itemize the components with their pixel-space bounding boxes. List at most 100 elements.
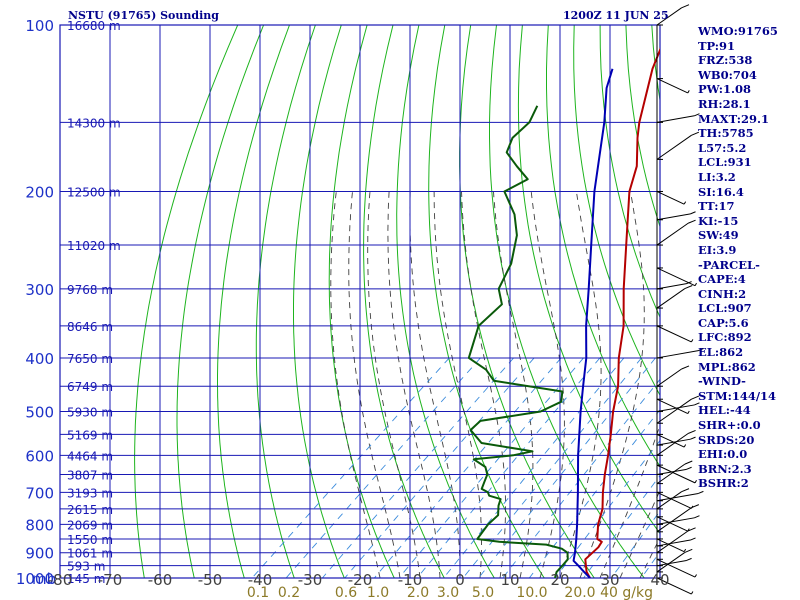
stat-item: PW:1.08 [698, 82, 752, 97]
wind-barb-flag [694, 574, 697, 578]
wind-barb [656, 463, 686, 485]
stat-item: SHR+:0.0 [698, 418, 761, 433]
stat-item: -WIND- [698, 374, 746, 389]
wind-barb-flag [694, 515, 700, 519]
moist-adiabat [619, 489, 660, 578]
wind-barb-flag [683, 548, 687, 552]
wind-barb [656, 577, 692, 595]
pressure-tick-label: 700 [25, 484, 54, 502]
wind-barb [656, 7, 682, 26]
wind-barb [656, 559, 687, 567]
stat-item: CINH:2 [698, 286, 747, 301]
dry-adiabat [517, 25, 660, 535]
dry-adiabat [328, 25, 395, 578]
stat-item: MPL:862 [698, 359, 756, 374]
pressure-tick-label: 600 [25, 447, 54, 465]
plot-frame [59, 24, 661, 579]
stat-item: HEL:-44 [698, 403, 751, 418]
pressure-tick-label: 300 [25, 281, 54, 299]
temperature-profile [584, 47, 660, 578]
stat-item: WMO:91765 [698, 24, 778, 38]
wind-barb-flag [687, 527, 696, 532]
stat-item: SW:49 [698, 228, 739, 243]
stat-item: WB0:704 [698, 67, 757, 82]
dry-adiabat [459, 25, 595, 578]
wind-barb-flag [694, 113, 700, 117]
stat-item: BSHR:2 [698, 476, 749, 491]
height-label: 145 m [67, 572, 105, 586]
mixing-ratio-tick-label: 0.2 [278, 585, 300, 600]
height-label: 3193 m [67, 486, 113, 500]
stat-item: L57:5.2 [698, 140, 747, 155]
moist-adiabat [579, 191, 645, 578]
wind-barb-flag [683, 201, 687, 205]
mixing-ratio-tick-label: 10.0 [516, 585, 547, 600]
temperature-tick-label: 40 [650, 571, 669, 589]
wind-barb-flag [687, 410, 690, 414]
height-label: 5169 m [67, 428, 113, 442]
height-label: 11020 m [67, 239, 121, 253]
sounding-time: 1200Z 11 JUN 25 [563, 9, 669, 22]
wind-barb-flag [686, 466, 692, 470]
wind-barb-flag [694, 282, 697, 286]
wind-barb-flag [691, 339, 694, 343]
mixing-ratio-tick-label: 2.0 [407, 585, 429, 600]
wind-barb-flag [691, 504, 700, 509]
dry-adiabat [255, 25, 316, 578]
stat-item: CAP:5.6 [698, 315, 749, 330]
wind-barb [656, 468, 687, 476]
mixing-ratio-tick-label: 0.6 [335, 585, 357, 600]
pressure-tick-label: 100 [25, 17, 54, 35]
pressure-tick-label: 400 [25, 350, 54, 368]
moist-adiabat [348, 191, 401, 578]
stat-item: CAPE:4 [698, 272, 746, 287]
wind-barb [656, 325, 692, 343]
wind-barb [656, 398, 689, 415]
dry-adiabat [489, 25, 645, 578]
height-label: 2069 m [67, 518, 113, 532]
sounding-profiles [467, 47, 660, 578]
temperature-tick-label: 0 [455, 571, 465, 589]
moist-adiabat [559, 191, 602, 578]
wind-barb [656, 438, 691, 446]
stat-item: -PARCEL- [698, 257, 760, 272]
wind-barb [656, 491, 682, 510]
wind-barb-flag [686, 281, 692, 285]
wind-barb-flag [691, 131, 700, 136]
height-label: 1061 m [67, 547, 113, 561]
mixing-ratio-tick-label: 20.0 [564, 585, 595, 600]
stat-item: KI:-15 [698, 213, 739, 228]
stat-item: SRDS:20 [698, 432, 755, 447]
stat-item: TT:17 [698, 199, 735, 214]
wind-barb-flag [681, 365, 690, 370]
wind-barb [656, 78, 689, 94]
wind-barb [656, 222, 689, 246]
stat-item: LI:3.2 [698, 169, 736, 184]
mixing-ratio-tick-label: 3.0 [437, 585, 459, 600]
wind-barb [656, 539, 691, 547]
dry-adiabat [134, 25, 239, 578]
wind-barb-flag [691, 591, 694, 595]
wind-barb [656, 530, 689, 554]
height-label: 9768 m [67, 283, 113, 297]
wind-barb [656, 517, 695, 525]
mixing-ratio-tick-label: 0.1 [247, 585, 269, 600]
wind-barb-flag [687, 429, 696, 434]
stat-item: TP:91 [698, 38, 736, 53]
wind-barb [656, 404, 695, 413]
dry-adiabat [428, 25, 545, 578]
wind-barb [656, 191, 685, 205]
mixing-ratio-line [344, 357, 535, 578]
pressure-tick-label: 900 [25, 545, 54, 563]
height-label: 5930 m [67, 406, 113, 420]
wind-barb-flag [683, 444, 687, 448]
height-label: 16680 m [67, 19, 121, 33]
height-label: 4464 m [67, 449, 113, 463]
mixing-ratio-line [502, 378, 660, 578]
height-label: 14300 m [67, 116, 121, 130]
mixing-ratio-tick-label: 5.0 [472, 585, 494, 600]
wind-barb-flag [691, 395, 700, 400]
moist-adiabat [433, 191, 482, 578]
wind-barb [656, 552, 686, 573]
